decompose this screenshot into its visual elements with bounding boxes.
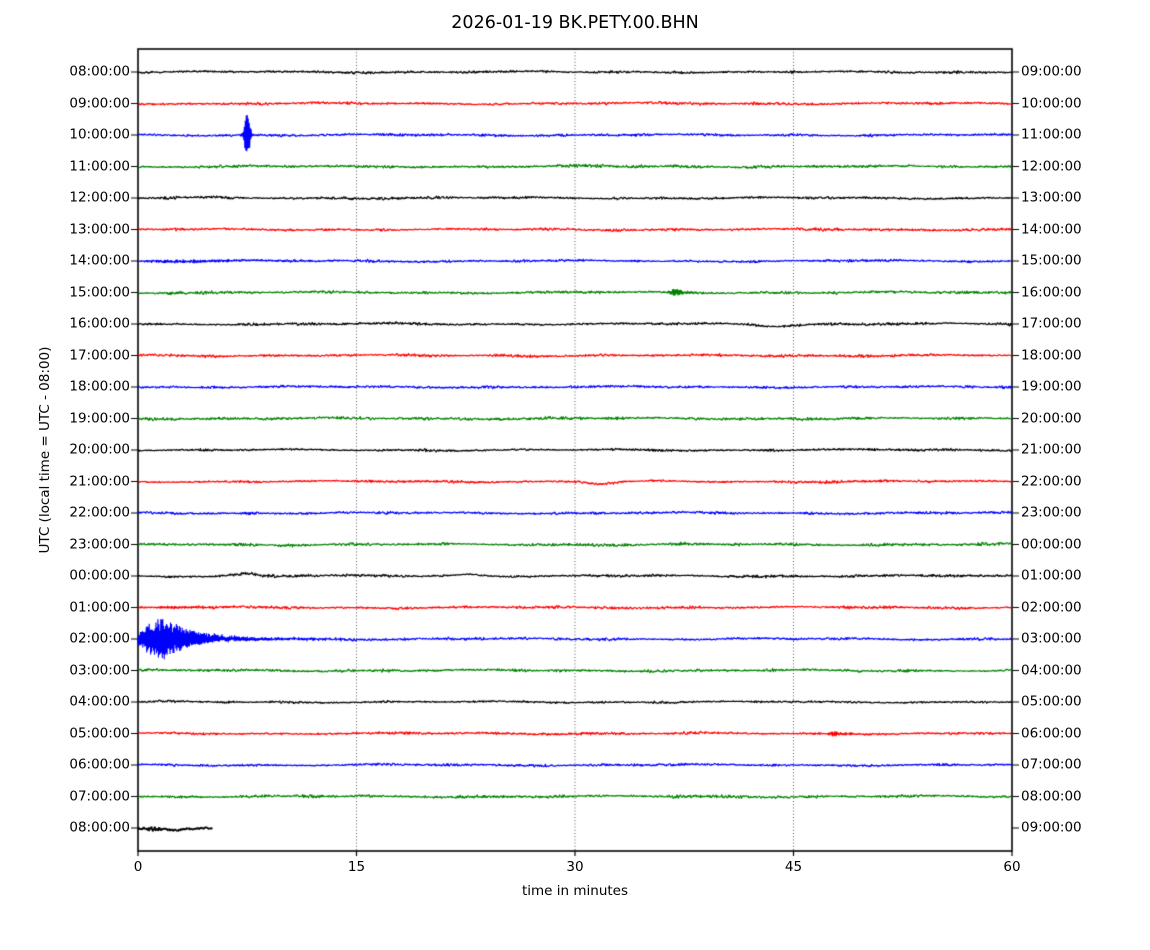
- utc-time-label: 04:00:00: [69, 693, 130, 710]
- local-time-label: 15:00:00: [1021, 252, 1082, 269]
- local-time-label: 23:00:00: [1021, 504, 1082, 521]
- utc-time-label: 16:00:00: [69, 315, 130, 332]
- chart-title: 2026-01-19 BK.PETY.00.BHN: [451, 13, 699, 33]
- local-time-label: 14:00:00: [1021, 220, 1082, 237]
- local-time-label: 20:00:00: [1021, 409, 1082, 426]
- local-time-label: 07:00:00: [1021, 756, 1082, 773]
- local-time-label: 08:00:00: [1021, 787, 1082, 804]
- utc-time-label: 08:00:00: [69, 63, 130, 80]
- x-tick-label: 15: [347, 859, 366, 875]
- utc-time-label: 22:00:00: [69, 504, 130, 521]
- utc-time-label: 13:00:00: [69, 220, 130, 237]
- utc-time-label: 21:00:00: [69, 472, 130, 489]
- local-time-label: 06:00:00: [1021, 724, 1082, 741]
- local-time-label: 01:00:00: [1021, 567, 1082, 584]
- utc-time-label: 01:00:00: [69, 598, 130, 615]
- local-time-label: 18:00:00: [1021, 346, 1082, 363]
- utc-time-label: 03:00:00: [69, 661, 130, 678]
- local-time-label: 05:00:00: [1021, 693, 1082, 710]
- local-time-label: 21:00:00: [1021, 441, 1082, 458]
- local-time-label: 03:00:00: [1021, 630, 1082, 647]
- utc-time-label: 10:00:00: [69, 126, 130, 143]
- utc-time-label: 14:00:00: [69, 252, 130, 269]
- local-time-label: 13:00:00: [1021, 189, 1082, 206]
- utc-time-label: 17:00:00: [69, 346, 130, 363]
- utc-time-label: 00:00:00: [69, 567, 130, 584]
- utc-time-label: 20:00:00: [69, 441, 130, 458]
- local-time-label: 10:00:00: [1021, 94, 1082, 111]
- utc-time-label: 15:00:00: [69, 283, 130, 300]
- local-time-label: 04:00:00: [1021, 661, 1082, 678]
- utc-time-label: 05:00:00: [69, 724, 130, 741]
- x-tick-label: 0: [133, 859, 143, 875]
- local-time-label: 22:00:00: [1021, 472, 1082, 489]
- utc-time-label: 11:00:00: [69, 157, 130, 174]
- utc-time-label: 02:00:00: [69, 630, 130, 647]
- local-time-label: 19:00:00: [1021, 378, 1082, 395]
- x-tick-label: 60: [1003, 859, 1021, 875]
- utc-time-label: 06:00:00: [69, 756, 130, 773]
- utc-time-label: 18:00:00: [69, 378, 130, 395]
- local-time-label: 11:00:00: [1021, 126, 1082, 143]
- utc-time-label: 12:00:00: [69, 189, 130, 206]
- utc-time-label: 23:00:00: [69, 535, 130, 552]
- utc-time-label: 09:00:00: [69, 94, 130, 111]
- x-tick-label: 30: [566, 859, 584, 875]
- local-time-label: 12:00:00: [1021, 157, 1082, 174]
- utc-time-label: 08:00:00: [69, 819, 130, 836]
- local-time-label: 16:00:00: [1021, 283, 1082, 300]
- local-time-label: 09:00:00: [1021, 63, 1082, 80]
- local-time-label: 09:00:00: [1021, 819, 1082, 836]
- utc-time-label: 07:00:00: [69, 787, 130, 804]
- local-time-label: 17:00:00: [1021, 315, 1082, 332]
- local-time-label: 02:00:00: [1021, 598, 1082, 615]
- x-axis-label: time in minutes: [521, 883, 629, 899]
- local-time-label: 00:00:00: [1021, 535, 1082, 552]
- utc-time-label: 19:00:00: [69, 409, 130, 426]
- x-tick-label: 45: [784, 859, 803, 875]
